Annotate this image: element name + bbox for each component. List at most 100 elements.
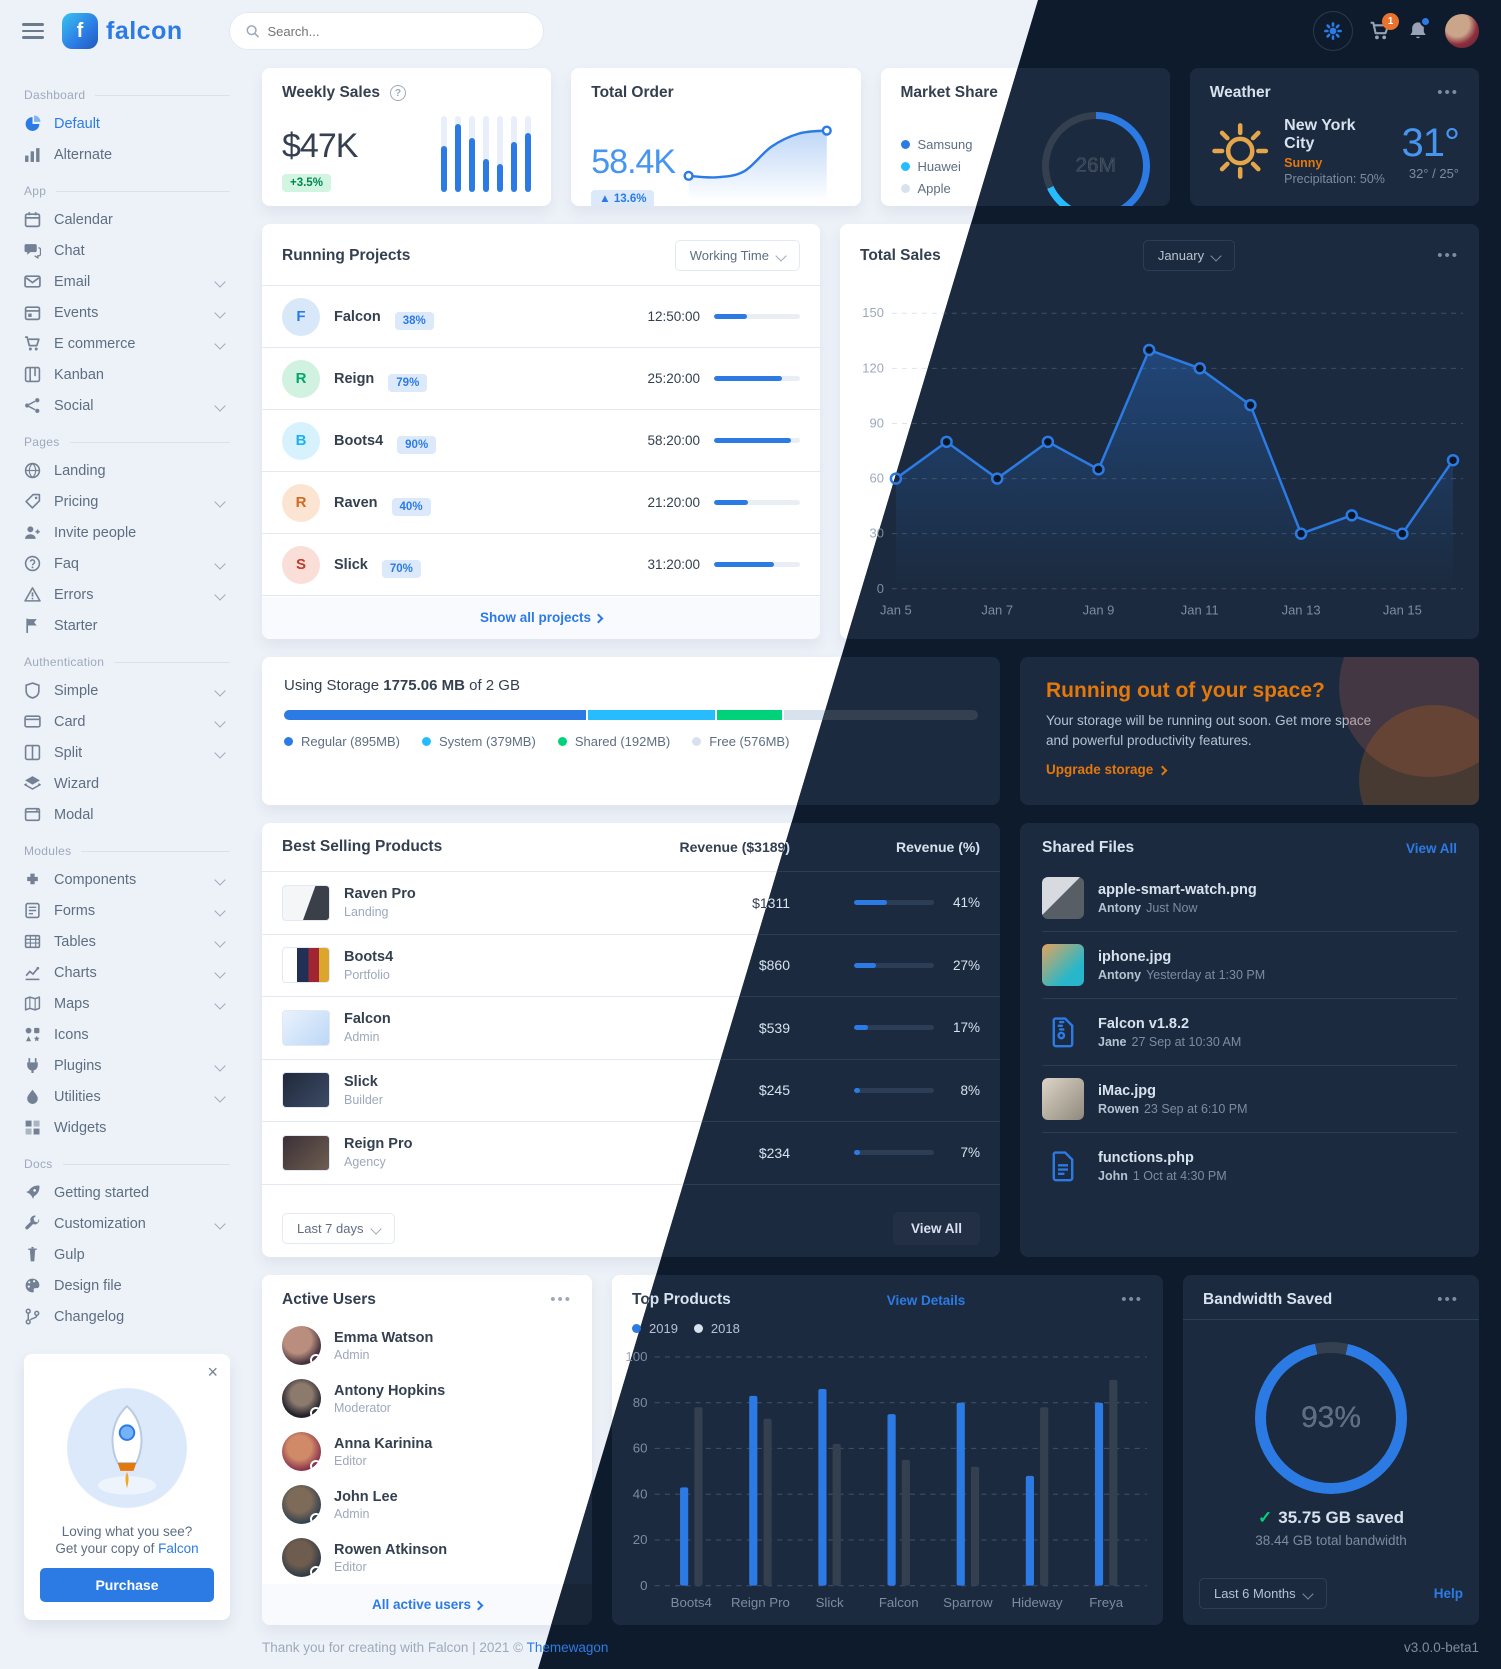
project-name-link[interactable]: Falcon	[334, 308, 381, 325]
sidebar-item[interactable]: Card	[24, 706, 230, 737]
sidebar-item[interactable]: Customization	[24, 1208, 230, 1239]
file-name-link[interactable]: Falcon v1.8.2	[1098, 1015, 1190, 1032]
sidebar-item[interactable]: Default	[24, 108, 230, 139]
view-all-link[interactable]: View All	[1405, 840, 1457, 856]
sidebar-item[interactable]: Landing	[24, 455, 230, 486]
legend-item: System (379MB)	[422, 734, 536, 749]
product-category-link[interactable]: Agency	[344, 1155, 386, 1170]
project-name-link[interactable]: Reign	[334, 370, 375, 387]
sidebar-item[interactable]: Plugins	[24, 1050, 230, 1081]
sidebar-item[interactable]: Getting started	[24, 1177, 230, 1208]
sidebar-item-label: Charts	[54, 964, 97, 981]
project-name-link[interactable]: Boots4	[334, 432, 384, 449]
chevron-down-icon	[214, 557, 226, 570]
product-name-link[interactable]: Boots4	[344, 948, 394, 965]
file-name-link[interactable]: apple-smart-watch.png	[1098, 881, 1257, 898]
product-name-link[interactable]: Slick	[344, 1073, 378, 1090]
sidebar-item[interactable]: Simple	[24, 675, 230, 706]
show-all-projects-link[interactable]: Show all projects	[480, 610, 604, 625]
sidebar-item[interactable]: Chat	[24, 235, 230, 266]
user-name-link[interactable]: Rowen Atkinson	[334, 1541, 448, 1558]
legend-dot-icon	[900, 183, 910, 193]
last-7-days-select[interactable]: Last 7 days	[282, 1213, 395, 1244]
sidebar-item[interactable]: Calendar	[24, 204, 230, 235]
close-icon[interactable]: ×	[207, 1362, 218, 1382]
working-time-select[interactable]: Working Time	[674, 240, 800, 271]
all-active-users-link[interactable]: All active users	[372, 1597, 484, 1612]
sidebar-item[interactable]: Pricing	[24, 486, 230, 517]
ellipsis-menu-icon[interactable]: •••	[1121, 1291, 1143, 1308]
search-box[interactable]	[228, 12, 544, 50]
ellipsis-menu-icon[interactable]: •••	[1437, 1291, 1459, 1308]
sidebar-item-label: Design file	[54, 1277, 122, 1294]
sidebar-item[interactable]: Invite people	[24, 517, 230, 548]
settings-button[interactable]	[1313, 11, 1353, 51]
month-select[interactable]: January	[1142, 240, 1236, 271]
cart-button[interactable]: 1	[1369, 13, 1399, 42]
ellipsis-menu-icon[interactable]: •••	[1437, 246, 1459, 264]
file-name-link[interactable]: iMac.jpg	[1098, 1082, 1157, 1099]
sidebar-item[interactable]: Social	[24, 390, 230, 421]
product-category-link[interactable]: Builder	[344, 1092, 383, 1107]
top-products-legend: 2019 2018	[612, 1319, 1163, 1340]
product-revenue-pct: 27%	[952, 957, 980, 973]
sidebar-item[interactable]: E commerce	[24, 328, 230, 359]
brand-logo[interactable]: f falcon	[62, 13, 183, 49]
sidebar-item[interactable]: Events	[24, 297, 230, 328]
sidebar-item[interactable]: Gulp	[24, 1239, 230, 1270]
sidebar-item[interactable]: Charts	[24, 957, 230, 988]
sidebar-item[interactable]: Wizard	[24, 768, 230, 799]
user-avatar[interactable]	[1445, 14, 1479, 48]
product-category-link[interactable]: Admin	[344, 1030, 380, 1045]
help-icon[interactable]: ?	[389, 85, 406, 101]
project-name-link[interactable]: Raven	[334, 494, 378, 511]
sidebar-item[interactable]: Maps	[24, 988, 230, 1019]
svg-text:20: 20	[633, 1532, 648, 1547]
sidebar-item[interactable]: Widgets	[24, 1112, 230, 1143]
last-6-months-select[interactable]: Last 6 Months	[1199, 1578, 1327, 1609]
file-name-link[interactable]: iphone.jpg	[1098, 948, 1172, 965]
view-all-button[interactable]: View All	[892, 1212, 980, 1245]
sidebar-item[interactable]: Utilities	[24, 1081, 230, 1112]
upgrade-storage-link[interactable]: Upgrade storage	[1046, 762, 1453, 777]
sidebar-item[interactable]: Modal	[24, 799, 230, 830]
product-name-link[interactable]: Raven Pro	[344, 886, 416, 903]
promo-line2: Get your copy of Falcon	[55, 1541, 199, 1556]
product-name-link[interactable]: Reign Pro	[344, 1136, 413, 1153]
sidebar-item[interactable]: Split	[24, 737, 230, 768]
ellipsis-menu-icon[interactable]: •••	[1437, 84, 1459, 101]
product-name-link[interactable]: Falcon	[344, 1011, 391, 1028]
themewagon-link[interactable]: Themewagon	[526, 1640, 609, 1655]
view-details-link[interactable]: View Details	[886, 1292, 966, 1308]
sidebar-item[interactable]: Kanban	[24, 359, 230, 390]
sidebar-item[interactable]: Faq	[24, 548, 230, 579]
product-category-link[interactable]: Landing	[344, 905, 389, 920]
help-link[interactable]: Help	[1433, 1586, 1463, 1601]
user-name-link[interactable]: Anna Karinina	[334, 1435, 433, 1452]
sidebar-item[interactable]: Alternate	[24, 139, 230, 170]
sidebar-item[interactable]: Errors	[24, 579, 230, 610]
sidebar-item[interactable]: Tables	[24, 926, 230, 957]
sidebar-item[interactable]: Components	[24, 864, 230, 895]
sidebar-item[interactable]: Icons	[24, 1019, 230, 1050]
ellipsis-menu-icon[interactable]: •••	[550, 1291, 572, 1308]
falcon-link[interactable]: Falcon	[158, 1541, 199, 1556]
search-input[interactable]	[267, 23, 527, 39]
user-name-link[interactable]: Antony Hopkins	[334, 1382, 446, 1399]
purchase-button[interactable]: Purchase	[40, 1568, 214, 1602]
hamburger-menu-icon[interactable]	[22, 23, 44, 39]
sidebar-item[interactable]: Forms	[24, 895, 230, 926]
sidebar-section-modules: Modules Components Forms Tables	[24, 844, 230, 1143]
product-revenue-bar	[854, 900, 934, 906]
notifications-button[interactable]	[1407, 16, 1431, 42]
legend-item: 2018	[693, 1321, 740, 1336]
sidebar-item[interactable]: Starter	[24, 610, 230, 641]
user-name-link[interactable]: John Lee	[334, 1488, 398, 1505]
sidebar-item[interactable]: Design file	[24, 1270, 230, 1301]
sidebar-item[interactable]: Email	[24, 266, 230, 297]
product-category-link[interactable]: Portfolio	[344, 967, 390, 982]
user-name-link[interactable]: Emma Watson	[334, 1329, 434, 1346]
file-name-link[interactable]: functions.php	[1098, 1149, 1194, 1166]
sidebar-item[interactable]: Changelog	[24, 1301, 230, 1332]
project-name-link[interactable]: Slick	[334, 556, 368, 573]
